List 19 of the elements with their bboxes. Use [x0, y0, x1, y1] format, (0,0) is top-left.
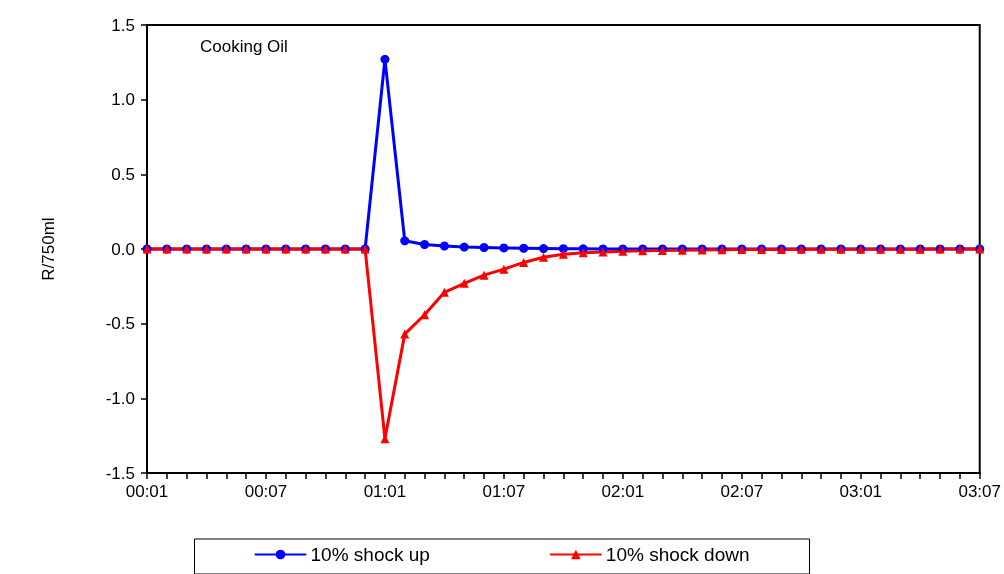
x-tick-label: 01:01 [363, 482, 407, 501]
y-tick-label: 1.5 [111, 15, 135, 35]
legend-label: 10% shock up [310, 544, 430, 565]
y-tick-label: -1.0 [105, 388, 135, 408]
x-tick-label: 03:01 [839, 482, 883, 501]
y-tick-label: -0.5 [105, 314, 135, 334]
x-tick-label: 01:07 [482, 482, 526, 501]
x-tick-label: 00:07 [244, 482, 288, 501]
x-tick-label: 00:01 [125, 482, 169, 501]
text: Cooking Oil [200, 37, 288, 56]
x-tick-label: 03:07 [958, 482, 1001, 501]
y-tick-label: 0.0 [111, 239, 135, 259]
y-axis-title: R/750ml [39, 217, 58, 281]
y-tick-label: 1.0 [111, 90, 135, 110]
y-tick-label: -1.5 [105, 463, 135, 483]
x-tick-label: 02:01 [601, 482, 645, 501]
legend-label: 10% shock down [605, 544, 750, 565]
x-tick-label: 02:07 [720, 482, 764, 501]
y-tick-label: 0.5 [111, 164, 135, 184]
